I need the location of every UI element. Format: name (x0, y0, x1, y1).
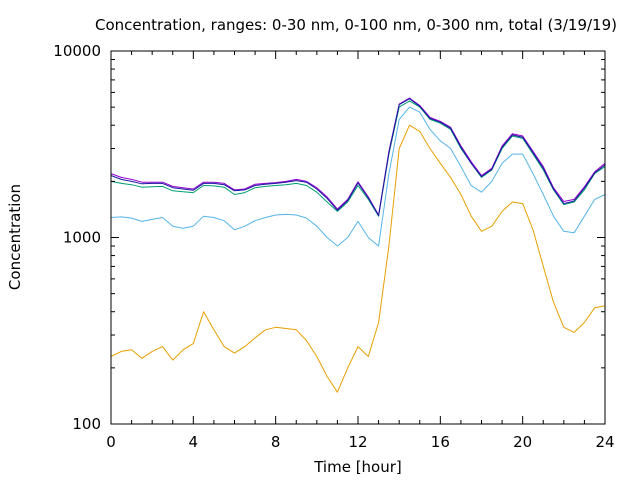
series-line-2 (110, 106, 606, 247)
x-tick-label: 12 (348, 433, 367, 451)
series-line-1 (110, 124, 606, 393)
y-tick-label: 100 (72, 415, 101, 433)
series-line-4 (110, 97, 606, 216)
x-tick-label: 24 (595, 433, 614, 451)
x-axis-label: Time [hour] (313, 458, 402, 476)
y-tick-label: 10000 (53, 42, 101, 60)
chart-title: Concentration, ranges: 0-30 nm, 0-100 nm… (95, 16, 617, 34)
y-axis-label: Concentration (6, 184, 24, 290)
axis-layer: 0 4 8 12 16 20 24 100 1000 10000 (53, 42, 614, 451)
plot-frame (110, 50, 606, 425)
y-tick-label: 1000 (63, 229, 101, 247)
x-tick-label: 4 (189, 433, 199, 451)
x-tick-label: 20 (513, 433, 532, 451)
x-tick-label: 8 (271, 433, 281, 451)
x-tick-label: 16 (431, 433, 450, 451)
series-line-5 (110, 98, 606, 217)
x-tick-label: 0 (106, 433, 116, 451)
series-layer (110, 97, 606, 393)
series-line-3 (110, 100, 606, 217)
